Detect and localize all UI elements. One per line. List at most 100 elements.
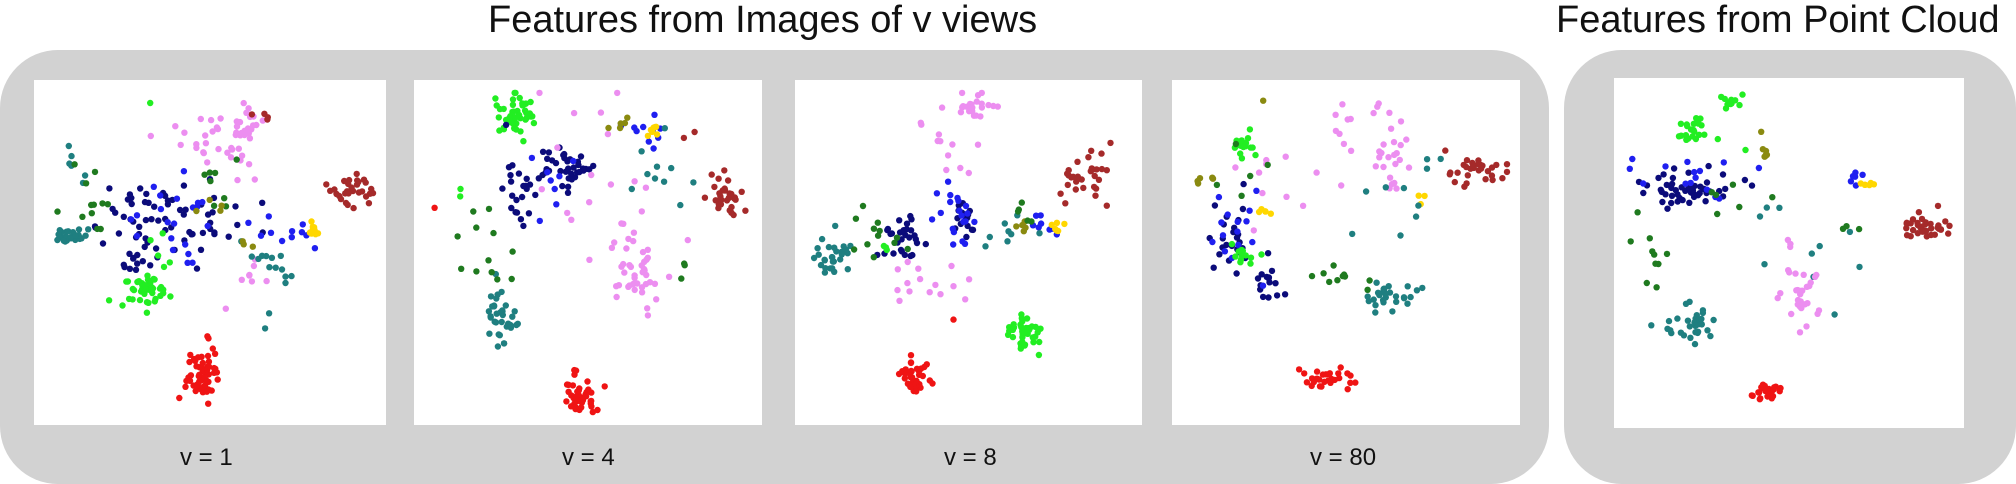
scatter-point-blue (528, 154, 536, 162)
scatter-point-red (907, 359, 915, 367)
scatter-point-teal (282, 273, 289, 280)
scatter-point-violet (620, 220, 627, 227)
scatter-point-teal (1372, 302, 1379, 309)
scatter-point-violet (906, 288, 913, 295)
scatter-point-teal (1423, 165, 1431, 172)
scatter-point-green (1026, 326, 1033, 333)
scatter-point-olive (218, 202, 225, 209)
scatter-point-dark_green (1708, 189, 1715, 196)
scatter-point-green (492, 95, 499, 102)
scatter-point-teal (1692, 322, 1699, 330)
scatter-point-navy (518, 193, 526, 201)
scatter-point-blue (950, 241, 957, 248)
scatter-point-navy (1240, 180, 1247, 188)
scatter-point-blue (278, 237, 286, 245)
scatter-point-teal (1763, 204, 1770, 211)
scatter-point-teal (272, 264, 279, 271)
scatter-plot (1194, 97, 1511, 393)
scatter-point-navy (143, 190, 150, 198)
scatter-point-violet (1255, 169, 1263, 176)
scatter-point-violet (1338, 182, 1345, 189)
scatter-point-navy (180, 182, 188, 189)
scatter-point-brown (345, 176, 353, 184)
scatter-point-brown (1091, 172, 1098, 180)
scatter-point-teal (814, 245, 821, 252)
scatter-point-teal (1816, 242, 1823, 250)
scatter-point-violet (1376, 154, 1383, 161)
scatter-point-blue (933, 190, 941, 197)
scatter-point-green (1035, 351, 1043, 359)
scatter-point-teal (821, 256, 828, 263)
scatter-point-navy (922, 240, 929, 248)
scatter-point-brown (712, 197, 719, 204)
scatter-point-dark_green (104, 201, 112, 208)
scatter-point-violet (620, 260, 627, 268)
scatter-point-brown (350, 204, 357, 212)
scatter-point-teal (486, 330, 493, 337)
scatter-point-dark_green (207, 177, 214, 185)
scatter-point-teal (661, 125, 668, 132)
scatter-point-blue (1224, 211, 1231, 218)
scatter-point-blue (937, 209, 944, 217)
scatter-point-dark_green (201, 171, 208, 178)
scatter-point-navy (152, 245, 160, 252)
scatter-point-red (1755, 389, 1762, 396)
scatter-point-red (431, 204, 438, 211)
scatter-point-blue (1243, 218, 1250, 225)
scatter-point-green (167, 293, 174, 300)
scatter-point-navy (147, 262, 154, 269)
scatter-point-dark_green (221, 195, 228, 202)
scatter-point-brown (1914, 230, 1921, 237)
scatter-point-green (1034, 329, 1041, 336)
scatter-point-red (176, 394, 183, 402)
scatter-point-dark_green (1729, 181, 1737, 188)
scatter-point-navy (907, 252, 914, 260)
scatter-point-red (187, 351, 194, 359)
scatter-point-red (1769, 393, 1777, 400)
scatter-point-brown (1907, 220, 1914, 227)
scatter-point-teal (842, 246, 850, 253)
scatter-point-blue (267, 229, 275, 236)
scatter-point-red (1771, 384, 1778, 391)
scatter-point-navy (507, 172, 514, 179)
scatter-point-red (601, 383, 608, 390)
scatter-point-navy (136, 223, 143, 230)
scatter-point-green (1242, 143, 1249, 150)
scatter-point-navy (575, 161, 582, 169)
scatter-point-brown (1454, 169, 1461, 176)
scatter-point-teal (822, 265, 829, 272)
scatter-point-green (520, 138, 527, 145)
scatter-point-navy (148, 216, 155, 223)
scatter-point-dark_green (485, 205, 493, 213)
scatter-point-dark_green (473, 268, 480, 275)
scatter-point-dark_green (1334, 277, 1341, 284)
scatter-point-green (147, 99, 154, 107)
scatter-point-dark_green (1855, 225, 1863, 233)
scatter-point-navy (234, 221, 241, 229)
scatter-point-red (199, 359, 206, 367)
scatter-point-red (572, 394, 579, 402)
scatter-point-navy (1719, 171, 1727, 178)
scatter-point-green (512, 89, 519, 97)
scatter-point-navy (559, 182, 566, 190)
scatter-point-green (1693, 115, 1700, 122)
scatter-point-brown (1934, 202, 1942, 210)
scatter-point-olive (1763, 151, 1771, 158)
scatter-point-violet (937, 138, 944, 145)
scatter-point-teal (1404, 283, 1411, 290)
scatter-point-blue (551, 185, 558, 193)
scatter-point-blue (1246, 207, 1253, 214)
scatter-point-teal (490, 303, 498, 310)
scatter-point-violet (904, 258, 911, 266)
scatter-point-navy (509, 162, 516, 169)
scatter-point-blue (173, 195, 181, 202)
scatter-point-red (587, 398, 594, 405)
scatter-point-blue (298, 229, 306, 236)
scatter-point-gold (308, 218, 315, 225)
scatter-point-navy (130, 255, 137, 262)
scatter-point-green (493, 102, 500, 109)
scatter-point-navy (897, 246, 905, 254)
scatter-point-violet (957, 109, 965, 116)
scatter-point-red (565, 381, 572, 388)
scatter-point-violet (1403, 136, 1410, 143)
